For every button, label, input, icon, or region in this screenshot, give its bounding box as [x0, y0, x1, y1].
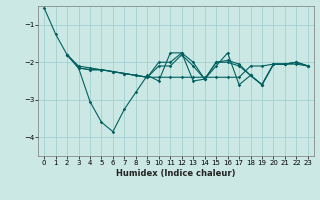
X-axis label: Humidex (Indice chaleur): Humidex (Indice chaleur) — [116, 169, 236, 178]
